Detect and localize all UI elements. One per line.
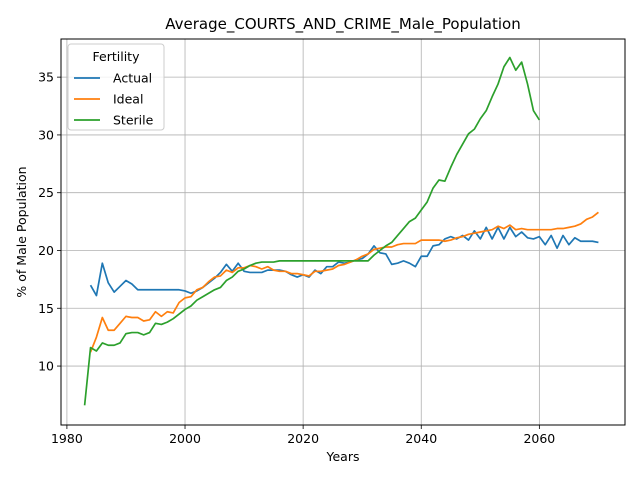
plot-area-frame [60, 38, 626, 426]
y-tick-label: 10 [38, 359, 54, 374]
series-layer [83, 56, 599, 406]
chart-title: Average_COURTS_AND_CRIME_Male_Population [165, 15, 520, 34]
x-tick-label: 2000 [169, 431, 201, 446]
series-line-ideal [89, 211, 599, 353]
y-tick-label: 20 [38, 243, 54, 258]
series-line-actual [89, 226, 599, 297]
legend-label-actual: Actual [113, 71, 152, 86]
legend-label-sterile: Sterile [113, 113, 154, 128]
y-axis-label: % of Male Population [14, 166, 29, 297]
y-tick-label: 30 [38, 127, 54, 142]
axis-ticks: 1980 2000 2020 2040 2060 10 15 20 25 30 35 [38, 70, 555, 446]
x-tick-label: 2020 [287, 431, 319, 446]
y-tick-label: 35 [38, 70, 54, 85]
legend: Fertility Actual Ideal Sterile [67, 43, 165, 131]
y-tick-label: 15 [38, 301, 54, 316]
x-tick-label: 2060 [523, 431, 555, 446]
legend-label-ideal: Ideal [113, 92, 143, 107]
legend-title: Fertility [93, 49, 141, 64]
series-line-sterile [83, 56, 541, 406]
grid-lines [61, 39, 625, 425]
x-axis-label: Years [326, 449, 360, 464]
x-tick-label: 2040 [405, 431, 437, 446]
legend-box [67, 43, 165, 131]
y-tick-label: 25 [38, 185, 54, 200]
x-tick-label: 1980 [51, 431, 83, 446]
